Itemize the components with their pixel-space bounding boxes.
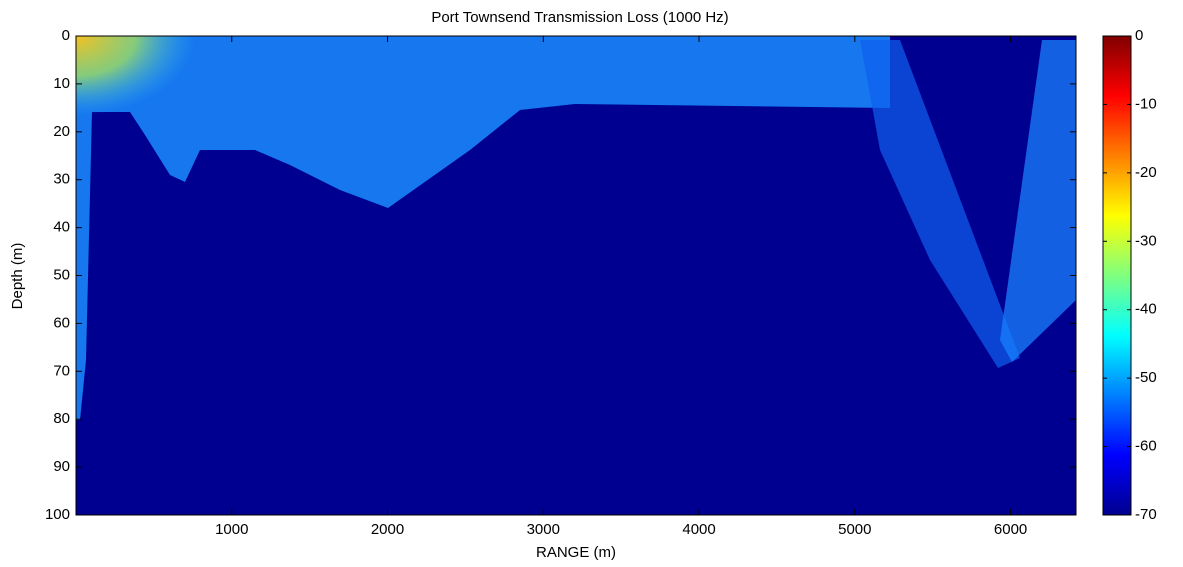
- x-tick-label: 1000: [215, 521, 248, 538]
- x-tick-label: 6000: [994, 521, 1027, 538]
- x-tick-label: 2000: [371, 521, 404, 538]
- y-tick-label: 30: [53, 171, 70, 188]
- y-tick-label: 90: [53, 458, 70, 475]
- x-tick-label: 5000: [838, 521, 871, 538]
- y-tick-label: 50: [53, 266, 70, 283]
- y-tick-label: 80: [53, 410, 70, 427]
- y-axis-label: Depth (m): [9, 243, 26, 310]
- chart-title: Port Townsend Transmission Loss (1000 Hz…: [431, 9, 728, 26]
- colorbar-tick-label: -70: [1135, 506, 1157, 523]
- colorbar-tick-label: -20: [1135, 164, 1157, 181]
- x-tick-label: 4000: [682, 521, 715, 538]
- y-tick-label: 70: [53, 362, 70, 379]
- x-tick-label: 3000: [527, 521, 560, 538]
- y-tick-label: 20: [53, 123, 70, 140]
- colorbar-tick-label: -50: [1135, 369, 1157, 386]
- colorbar-tick-label: -40: [1135, 301, 1157, 318]
- colorbar-tick-label: -10: [1135, 95, 1157, 112]
- field: [76, 36, 1076, 515]
- colorbar: [1102, 35, 1132, 516]
- y-tick-label: 0: [62, 27, 70, 44]
- y-tick-label: 40: [53, 219, 70, 236]
- y-tick-label: 60: [53, 314, 70, 331]
- x-axis-label: RANGE (m): [536, 544, 616, 561]
- colorbar-tick-label: 0: [1135, 27, 1143, 44]
- colorbar-tick-label: -60: [1135, 438, 1157, 455]
- colorbar-tick-label: -30: [1135, 232, 1157, 249]
- y-tick-label: 100: [45, 506, 70, 523]
- y-tick-label: 10: [53, 75, 70, 92]
